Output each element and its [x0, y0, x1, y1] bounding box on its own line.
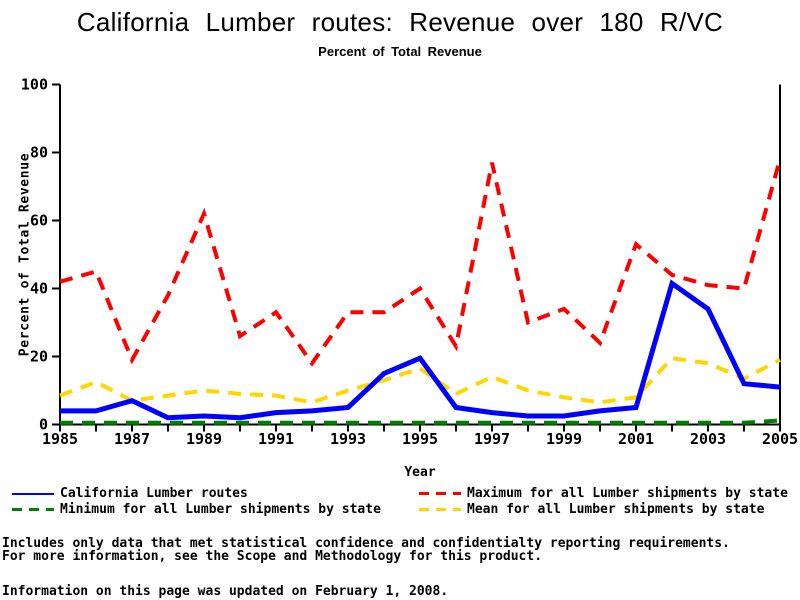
x-axis-title: Year	[404, 465, 436, 480]
x-tick-label: 2001	[618, 430, 654, 448]
legend-line-mean-icon	[419, 508, 461, 511]
y-tick-label: 100	[21, 76, 48, 94]
legend-item-maximum: Maximum for all Lumber shipments by stat…	[419, 486, 788, 501]
x-tick-label: 1999	[546, 430, 582, 448]
series-line-1	[59, 158, 782, 367]
y-tick-label: 40	[30, 280, 48, 298]
legend-line-maximum-icon	[419, 492, 461, 495]
legend-label-minimum: Minimum for all Lumber shipments by stat…	[60, 502, 381, 517]
x-tick-label: 1989	[186, 430, 222, 448]
legend-label-maximum: Maximum for all Lumber shipments by stat…	[467, 486, 788, 501]
x-tick-label: 1985	[42, 430, 78, 448]
y-tick-label: 20	[30, 348, 48, 366]
legend-line-minimum-icon	[12, 508, 54, 511]
footnote-2: For more information, see the Scope and …	[2, 549, 543, 564]
x-tick-label: 2003	[690, 430, 726, 448]
y-tick-label: 80	[30, 144, 48, 162]
chart-subtitle: Percent of Total Revenue	[318, 44, 482, 59]
legend-line-california-icon	[12, 492, 54, 495]
x-tick-label: 1993	[330, 430, 366, 448]
legend-label-mean: Mean for all Lumber shipments by state	[467, 502, 765, 517]
legend-item-mean: Mean for all Lumber shipments by state	[419, 502, 764, 517]
legend-label-california: California Lumber routes	[60, 486, 248, 501]
series-line-3	[59, 356, 781, 405]
y-tick-label: 60	[30, 212, 48, 230]
chart-title: California Lumber routes: Revenue over 1…	[76, 7, 724, 37]
series-line-2	[60, 418, 781, 425]
x-tick-label: 2005	[762, 430, 798, 448]
x-tick-label: 1997	[474, 430, 510, 448]
x-tick-label: 1991	[258, 430, 294, 448]
footnote-3: Information on this page was updated on …	[2, 584, 449, 599]
y-axis-title: Percent of Total Revenue	[17, 152, 33, 357]
series-line-0	[60, 279, 781, 421]
x-tick-label: 1987	[114, 430, 150, 448]
y-tick-label: 0	[39, 416, 48, 434]
footnote-1: Includes only data that met statistical …	[2, 536, 730, 551]
legend-item-california: California Lumber routes	[12, 486, 248, 501]
axes-frame	[59, 84, 781, 426]
legend-item-minimum: Minimum for all Lumber shipments by stat…	[12, 502, 381, 517]
x-tick-label: 1995	[402, 430, 438, 448]
